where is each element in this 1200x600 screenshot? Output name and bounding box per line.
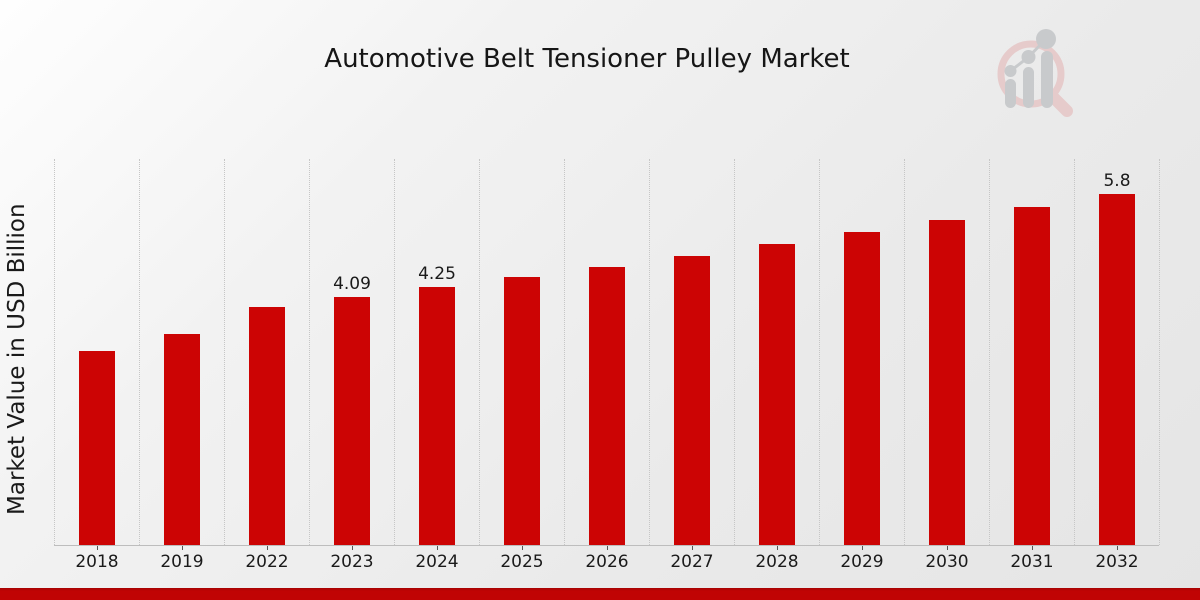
- x-tick-label-2018: 2018: [75, 552, 119, 572]
- x-tick: [437, 546, 438, 550]
- logo-bar-medium: [1023, 67, 1034, 108]
- gridline: [564, 159, 565, 545]
- bar-2025: [504, 277, 540, 545]
- x-tick-label-2024: 2024: [415, 552, 459, 572]
- bar-2030: [929, 220, 965, 545]
- x-tick-label-2023: 2023: [330, 552, 374, 572]
- plot-area: 4.09 4.25 5.8: [54, 159, 1160, 546]
- x-tick-label-2031: 2031: [1010, 552, 1054, 572]
- gridline: [139, 159, 140, 545]
- bar-2029: [844, 232, 880, 545]
- x-tick: [947, 546, 948, 550]
- bar-2026: [589, 267, 625, 545]
- footer-accent-stripe: [0, 588, 1200, 600]
- logo-handle: [1047, 91, 1073, 117]
- x-tick: [267, 546, 268, 550]
- x-tick-label-2030: 2030: [925, 552, 969, 572]
- bar-value-label-2032: 5.8: [1103, 171, 1131, 191]
- logo-bar-small: [1005, 79, 1016, 108]
- bar-2018: [79, 351, 115, 545]
- gridline: [819, 159, 820, 545]
- logo-dot-medium: [1021, 50, 1036, 64]
- gridline: [904, 159, 905, 545]
- bar-2019: [164, 334, 200, 545]
- magnifier-bar-chart-logo: [997, 29, 1073, 117]
- bar-2023: [334, 297, 370, 545]
- x-tick-label-2025: 2025: [500, 552, 544, 572]
- gridline: [1074, 159, 1075, 545]
- gridline: [309, 159, 310, 545]
- bar-2027: [674, 256, 710, 545]
- x-tick: [692, 546, 693, 550]
- bar-2031: [1014, 207, 1050, 545]
- x-tick: [1032, 546, 1033, 550]
- chart-title: Automotive Belt Tensioner Pulley Market: [324, 44, 850, 74]
- x-tick: [862, 546, 863, 550]
- x-tick: [777, 546, 778, 550]
- y-axis-label: Market Value in USD Billion: [4, 203, 30, 515]
- x-tick-label-2032: 2032: [1095, 552, 1139, 572]
- gridline: [989, 159, 990, 545]
- gridline: [394, 159, 395, 545]
- gridline: [734, 159, 735, 545]
- x-tick-label-2028: 2028: [755, 552, 799, 572]
- gridline: [224, 159, 225, 545]
- x-tick: [522, 546, 523, 550]
- x-tick: [1117, 546, 1118, 550]
- x-tick: [352, 546, 353, 550]
- bar-2028: [759, 244, 795, 545]
- logo-dot-large: [1036, 29, 1056, 49]
- logo-bar-large: [1041, 51, 1053, 108]
- gridline: [54, 159, 55, 545]
- gridline: [479, 159, 480, 545]
- x-tick: [182, 546, 183, 550]
- x-tick-label-2027: 2027: [670, 552, 714, 572]
- x-tick-label-2019: 2019: [160, 552, 204, 572]
- gridline: [1159, 159, 1160, 545]
- bar-value-label-2023: 4.09: [333, 274, 371, 294]
- x-tick-label-2029: 2029: [840, 552, 884, 572]
- logo-dot-small: [1004, 65, 1017, 77]
- x-tick-label-2026: 2026: [585, 552, 629, 572]
- bar-2032: [1099, 194, 1135, 545]
- x-tick: [607, 546, 608, 550]
- bar-value-label-2024: 4.25: [418, 264, 456, 284]
- bar-2022: [249, 307, 285, 545]
- x-tick-label-2022: 2022: [245, 552, 289, 572]
- gridline: [649, 159, 650, 545]
- x-tick: [97, 546, 98, 550]
- bar-2024: [419, 287, 455, 545]
